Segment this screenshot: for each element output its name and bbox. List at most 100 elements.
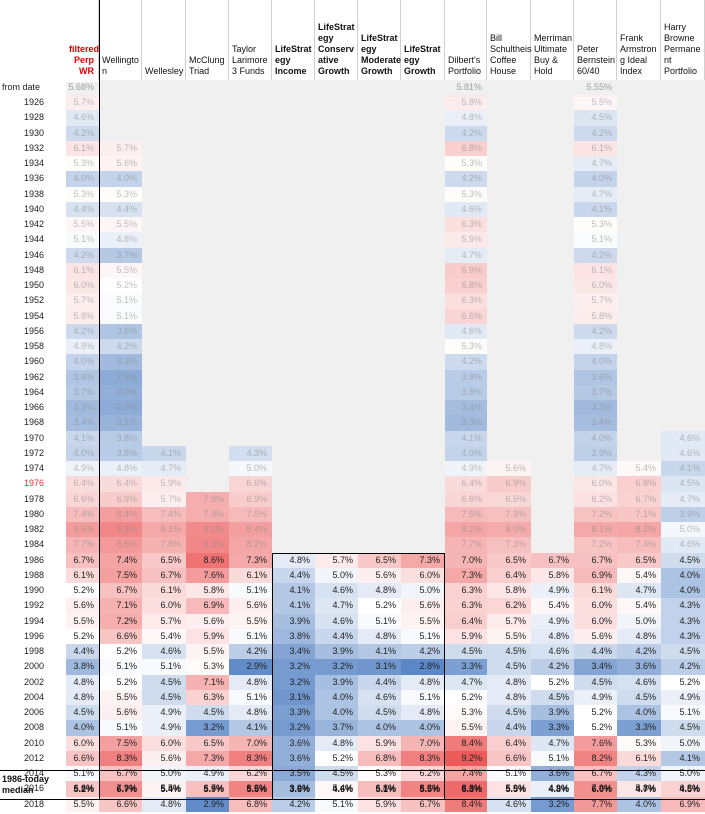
row-label-year: 1964 [23,386,44,397]
table-cell: 3.7% [99,247,142,263]
table-cell: 8.1% [142,522,186,538]
table-cell: 4.8% [401,705,445,721]
table-cell: 3.9% [531,705,574,721]
table-cell: 5.9% [487,781,531,797]
column-header-label: Peter Bernstein 60/40 [577,44,616,76]
table-cell: 4.6% [445,201,487,217]
row-label-year: 1978 [23,493,44,504]
table-cell: 5.0% [142,766,186,782]
table-cell: 7.9% [186,491,229,507]
table-cell: 3.9% [315,644,358,660]
table-cell: 5.2% [574,705,617,721]
table-cell: 6.8% [358,750,401,766]
median-value: 5.9% [203,784,224,794]
table-cell: 6.7% [99,766,142,782]
table-cell: 4.0% [66,171,99,187]
table-cell: 4.8% [66,339,99,355]
column-header-label: McClung Triad [189,55,225,76]
table-cell: 8.2% [229,537,272,553]
table-cell: 3.7% [315,720,358,736]
table-cell: 5.1% [66,766,99,782]
table-cell: 4.0% [66,445,99,461]
table-cell: 4.4% [99,201,142,217]
table-cell: 4.8% [487,674,531,690]
table-cell: 8.4% [229,522,272,538]
table-cell: 5.0% [661,735,705,751]
column-header: Wellesley [142,0,186,80]
table-cell: 6.5% [142,552,186,568]
from-date-value: 5.81% [445,82,487,98]
table-cell: 7.6% [574,735,617,751]
table-cell: 8.3% [99,750,142,766]
row-label-year: 1926 [23,97,44,107]
table-cell: 4.7% [531,735,574,751]
table-cell: 7.5% [99,567,142,583]
table-cell: 4.8% [99,461,142,477]
empty-region [487,80,531,461]
table-cell: 5.3% [617,735,661,751]
row-label-year: 1960 [23,356,44,367]
row-label-year: 1938 [23,188,44,199]
table-cell: 3.8% [272,628,315,644]
table-cell: 5.8% [487,583,531,599]
table-cell: 4.6% [661,445,705,461]
table-cell: 3.1% [272,689,315,705]
table-cell: 6.4% [99,476,142,492]
table-cell: 3.4% [272,644,315,660]
table-cell: 4.2% [229,644,272,660]
table-cell: 4.9% [66,461,99,477]
column-header-label: Frank Armstron g Ideal Index [620,33,657,76]
table-cell: 4.9% [142,720,186,736]
column-header-label: LifeStrat egy Conserv ative Growth [318,22,355,76]
table-cell: 6.8% [445,278,487,294]
table-cell: 4.3% [229,445,272,461]
table-cell: 4.0% [617,705,661,721]
table-cell: 4.5% [142,674,186,690]
table-cell: 5.2% [99,278,142,294]
table-cell: 6.5% [186,735,229,751]
table-cell: 6.3% [445,583,487,599]
table-cell: 4.6% [531,644,574,660]
table-cell: 5.3% [186,659,229,675]
table-cell: 5.1% [531,750,574,766]
row-label-year: 1932 [23,142,44,153]
table-cell: 7.5% [229,506,272,522]
table-cell: 3.0% [99,384,142,400]
table-cell: 8.8% [445,781,487,797]
row-label-year: 1970 [23,432,44,443]
table-cell: 5.1% [142,659,186,675]
table-cell: 8.4% [445,735,487,751]
table-cell: 5.5% [66,217,99,233]
table-cell: 5.2% [66,583,99,599]
row-label-year: 2014 [23,768,44,778]
table-cell: 5.5% [445,720,487,736]
table-cell: 4.8% [445,110,487,126]
table-cell: 3.9% [272,781,315,797]
table-cell: 6.3% [186,689,229,705]
table-cell: 6.4% [445,613,487,629]
table-cell: 6.3% [445,217,487,233]
row-label-year: 1934 [23,158,44,168]
table-cell: 4.0% [401,720,445,736]
row-label-year: 1980 [23,508,44,519]
table-cell: 6.7% [574,552,617,568]
table-cell: 9.1% [186,522,229,538]
table-cell: 5.2% [445,689,487,705]
row-label-year: 2000 [23,661,44,672]
table-cell: 4.0% [66,720,99,736]
median-value: 6.0% [591,784,612,794]
table-cell: 6.0% [574,613,617,629]
table-cell: 6.4% [66,476,99,492]
table-cell: 6.8% [358,781,401,797]
table-cell: 5.2% [661,674,705,690]
table-cell: 5.5% [401,613,445,629]
row-label-year: 1944 [23,234,44,245]
table-cell: 4.9% [186,766,229,782]
table-cell: 5.3% [445,156,487,172]
table-cell: 4.6% [66,110,99,126]
table-cell: 4.0% [315,689,358,705]
table-cell: 3.1% [358,659,401,675]
table-cell: 5.3% [574,217,617,233]
column-header: Taylor Larimore 3 Funds [229,0,272,80]
row-label-year: 1988 [23,569,44,580]
